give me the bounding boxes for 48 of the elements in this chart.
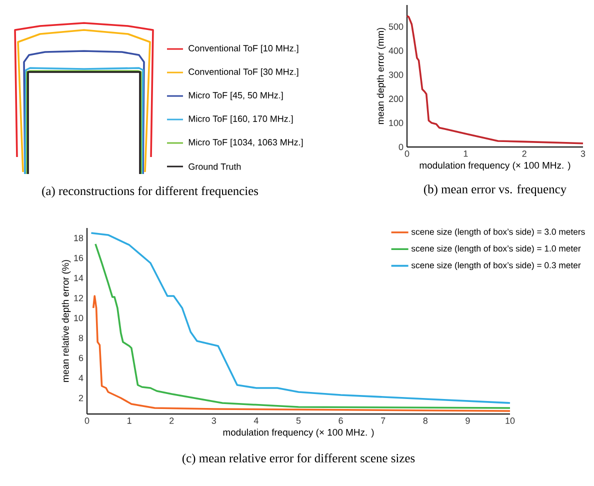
- y-tick-label: 8: [78, 334, 84, 342]
- y-tick-label: 10: [74, 314, 84, 322]
- x-tick-label: 7: [381, 418, 386, 424]
- x-tick-label: 4: [254, 418, 258, 424]
- y-tick-label: 14: [74, 274, 84, 282]
- text: (a) reconstructions for different frequencies: [42, 186, 258, 198]
- y-tick-label: 12: [74, 294, 84, 302]
- x-tick-label: 0: [84, 418, 90, 424]
- legend-label: Micro ToF [160, 170 MHz.]: [188, 115, 293, 124]
- x-tick-label: 8: [423, 418, 428, 424]
- legend-label: Conventional ToF [10 MHz.]: [188, 44, 298, 54]
- y-tick-label: 300: [388, 72, 404, 78]
- y-tick-label: 16: [74, 254, 84, 262]
- x-tick-label: 0: [404, 150, 410, 157]
- x-axis-title: modulation frequency (× 100 MHz. ): [223, 428, 374, 438]
- text: (c) mean relative error for different scene sizes: [182, 454, 415, 465]
- y-tick-label: 500: [388, 23, 404, 30]
- x-tick-label: 1: [127, 418, 132, 424]
- legend-label: scene size (length of box’s side) = 3.0 meters: [411, 228, 585, 237]
- y-axis-title: mean depth error (mm): [376, 28, 386, 124]
- y-tick-label: 0: [398, 144, 404, 150]
- y-tick-label: 200: [388, 96, 404, 102]
- legend-label: Micro ToF [1034, 1063 MHz.]: [188, 138, 303, 148]
- x-axis-title: modulation frequency (× 100 MHz. ): [420, 162, 570, 171]
- y-axis-title: mean relative depth error (%): [62, 260, 71, 382]
- legend-label: scene size (length of box’s side) = 1.0 meter: [411, 245, 581, 254]
- y-tick-label: 400: [388, 48, 404, 54]
- x-tick-label: 2: [522, 150, 526, 157]
- legend-label: Micro ToF [45, 50 MHz.]: [188, 92, 283, 100]
- line-series: [92, 295, 511, 412]
- y-tick-label: 2: [78, 394, 84, 402]
- x-tick-label: 3: [212, 418, 216, 424]
- y-tick-label: 4: [78, 374, 84, 382]
- x-tick-label: 3: [580, 150, 586, 157]
- y-tick-label: 100: [389, 120, 404, 126]
- x-tick-label: 9: [466, 418, 470, 424]
- legend-label: scene size (length of box’s side) = 0.3 meter: [411, 262, 581, 270]
- x-tick-label: 6: [338, 418, 343, 424]
- legend-label: Ground Truth: [188, 163, 241, 170]
- y-tick-label: 18: [74, 234, 84, 242]
- line-series: [406, 14, 584, 144]
- x-tick-label: 5: [296, 418, 301, 424]
- x-tick-label: 2: [170, 418, 174, 424]
- legend-label: Conventional ToF [30 MHz.]: [188, 68, 298, 77]
- x-tick-label: 10: [506, 418, 515, 424]
- y-tick-label: 6: [78, 354, 84, 362]
- text: (b) mean error vs. frequency: [424, 184, 567, 196]
- x-tick-label: 1: [464, 150, 468, 157]
